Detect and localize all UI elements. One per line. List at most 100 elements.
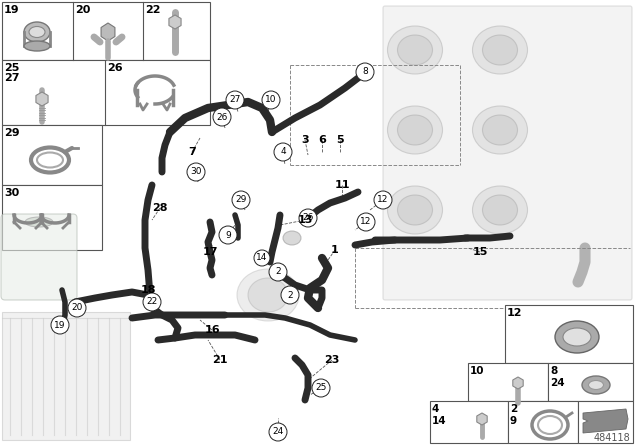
Ellipse shape — [472, 186, 527, 234]
FancyBboxPatch shape — [383, 6, 632, 300]
Bar — [505, 305, 633, 363]
Circle shape — [299, 209, 317, 227]
Text: 24: 24 — [550, 378, 564, 388]
Circle shape — [357, 213, 375, 231]
Text: 13: 13 — [298, 215, 313, 225]
Text: 24: 24 — [273, 427, 284, 436]
FancyBboxPatch shape — [1, 214, 77, 300]
Ellipse shape — [387, 26, 442, 74]
Text: 12: 12 — [360, 217, 372, 227]
Polygon shape — [477, 413, 487, 425]
Text: 19: 19 — [4, 5, 20, 15]
Text: 4: 4 — [432, 404, 440, 414]
Text: 16: 16 — [204, 325, 220, 335]
Polygon shape — [101, 23, 115, 41]
Text: 23: 23 — [324, 355, 340, 365]
Circle shape — [356, 63, 374, 81]
Bar — [2, 185, 102, 250]
Ellipse shape — [483, 35, 518, 65]
Ellipse shape — [582, 376, 610, 394]
Ellipse shape — [472, 26, 527, 74]
Text: 26: 26 — [107, 63, 123, 73]
Polygon shape — [583, 409, 628, 433]
Text: 19: 19 — [54, 320, 66, 329]
Ellipse shape — [397, 195, 433, 225]
Polygon shape — [36, 92, 48, 106]
Bar — [2, 2, 210, 60]
Ellipse shape — [283, 231, 301, 245]
Text: 2: 2 — [287, 290, 293, 300]
Text: 9: 9 — [225, 231, 231, 240]
Ellipse shape — [237, 269, 299, 321]
Text: 18: 18 — [140, 285, 156, 295]
Ellipse shape — [483, 195, 518, 225]
Text: 20: 20 — [75, 5, 90, 15]
Text: 30: 30 — [190, 168, 202, 177]
Text: 20: 20 — [71, 303, 83, 313]
Circle shape — [232, 191, 250, 209]
Text: 8: 8 — [550, 366, 557, 376]
Text: 15: 15 — [472, 247, 488, 257]
Bar — [2, 60, 210, 125]
Circle shape — [254, 250, 270, 266]
Bar — [578, 401, 633, 443]
Circle shape — [143, 293, 161, 311]
Ellipse shape — [387, 186, 442, 234]
Text: 29: 29 — [236, 195, 246, 204]
Text: 11: 11 — [334, 180, 349, 190]
Bar — [2, 125, 102, 185]
Text: 17: 17 — [202, 247, 218, 257]
Ellipse shape — [472, 106, 527, 154]
Text: 25: 25 — [316, 383, 326, 392]
Ellipse shape — [24, 22, 50, 42]
Text: 22: 22 — [145, 5, 161, 15]
Text: 27: 27 — [4, 73, 19, 83]
Circle shape — [219, 226, 237, 244]
Text: 21: 21 — [212, 355, 228, 365]
Circle shape — [262, 91, 280, 109]
Text: 10: 10 — [470, 366, 484, 376]
Text: 12: 12 — [507, 308, 522, 318]
Text: 10: 10 — [265, 95, 276, 104]
Ellipse shape — [387, 106, 442, 154]
Text: 14: 14 — [256, 254, 268, 263]
Ellipse shape — [25, 217, 53, 227]
Text: 1: 1 — [331, 245, 339, 255]
Text: 28: 28 — [152, 203, 168, 213]
Text: 3: 3 — [301, 135, 309, 145]
Ellipse shape — [563, 328, 591, 346]
Text: 25: 25 — [4, 63, 19, 73]
Text: 2: 2 — [275, 267, 281, 276]
Circle shape — [68, 299, 86, 317]
Circle shape — [51, 316, 69, 334]
Text: 22: 22 — [147, 297, 157, 306]
Text: 26: 26 — [216, 112, 228, 121]
Bar — [468, 363, 548, 401]
Circle shape — [187, 163, 205, 181]
Bar — [508, 401, 578, 443]
Ellipse shape — [589, 380, 604, 389]
Circle shape — [213, 108, 231, 126]
Text: 5: 5 — [336, 135, 344, 145]
Text: 484118: 484118 — [593, 433, 630, 443]
Ellipse shape — [29, 26, 45, 38]
Polygon shape — [513, 377, 523, 389]
Text: 29: 29 — [4, 128, 20, 138]
Ellipse shape — [248, 278, 288, 312]
Text: 27: 27 — [229, 95, 241, 104]
Text: 26: 26 — [302, 214, 314, 223]
Ellipse shape — [24, 41, 50, 51]
Text: 9: 9 — [510, 416, 517, 426]
Circle shape — [281, 286, 299, 304]
Text: 6: 6 — [318, 135, 326, 145]
Text: 8: 8 — [362, 68, 368, 77]
Text: 14: 14 — [432, 416, 447, 426]
Circle shape — [312, 379, 330, 397]
Text: 7: 7 — [188, 147, 196, 157]
Text: 30: 30 — [4, 188, 19, 198]
Bar — [430, 401, 508, 443]
Ellipse shape — [483, 115, 518, 145]
Bar — [548, 363, 633, 401]
Text: 4: 4 — [280, 147, 286, 156]
Circle shape — [374, 191, 392, 209]
